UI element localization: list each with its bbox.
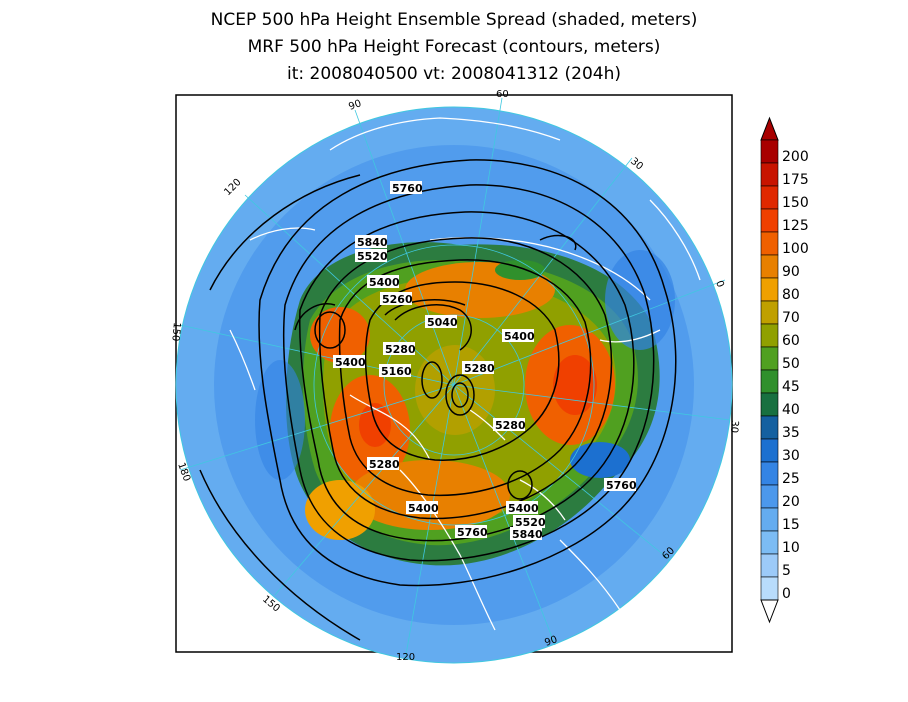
contour-label: 5260 [380, 292, 413, 306]
colorbar-label: 25 [782, 471, 800, 487]
lon-label: 120 [396, 652, 415, 663]
title-line-3: it: 2008040500 vt: 2008041312 (204h) [287, 64, 621, 84]
svg-text:5760: 5760 [606, 479, 637, 492]
svg-text:5260: 5260 [382, 293, 413, 306]
colorbar-swatch [760, 461, 779, 486]
colorbar-label: 200 [782, 149, 809, 165]
contour-label: 5760 [390, 181, 423, 195]
contour-label: 5520 [513, 515, 546, 529]
colorbar-swatch [760, 139, 779, 164]
lon-label: 150 [169, 322, 182, 342]
contour-label: 5840 [510, 527, 543, 541]
svg-text:5280: 5280 [464, 362, 495, 375]
contour-label: 5280 [367, 457, 400, 471]
colorbar-swatch [760, 323, 779, 348]
colorbar-swatch [760, 415, 779, 440]
colorbar-label: 10 [782, 540, 800, 556]
colorbar-swatch [760, 300, 779, 325]
contour-label: 5400 [506, 501, 539, 515]
svg-text:5040: 5040 [427, 316, 458, 329]
svg-text:5280: 5280 [495, 419, 526, 432]
colorbar-label: 60 [782, 333, 800, 349]
contour-label: 5280 [383, 342, 416, 356]
lon-label: 30 [728, 420, 740, 434]
colorbar-min-arrow [760, 599, 779, 624]
contour-label: 5280 [493, 418, 526, 432]
colorbar-max-arrow [760, 116, 779, 141]
colorbar-swatch [760, 162, 779, 187]
contour-label: 5400 [406, 501, 439, 515]
colorbar-label: 90 [782, 264, 800, 280]
contour-labels: 5760 5840 5520 5400 5260 5040 5400 5280 … [333, 181, 637, 541]
colorbar-swatch [760, 392, 779, 417]
colorbar-label: 125 [782, 218, 809, 234]
colorbar-swatch [760, 553, 779, 578]
colorbar-swatch [760, 438, 779, 463]
colorbar-swatch [760, 530, 779, 555]
colorbar-label: 50 [782, 356, 800, 372]
svg-text:5840: 5840 [512, 528, 543, 541]
colorbar-swatch [760, 576, 779, 601]
polar-disc-outline [175, 106, 733, 664]
contour-label: 5760 [455, 525, 488, 539]
contour-label: 5840 [355, 235, 388, 249]
contour-label: 5400 [333, 355, 366, 369]
svg-text:5520: 5520 [357, 250, 388, 263]
svg-text:5400: 5400 [369, 276, 400, 289]
svg-text:5160: 5160 [381, 365, 412, 378]
lon-label: 60 [496, 89, 509, 100]
colorbar-swatch [760, 346, 779, 371]
svg-text:5760: 5760 [392, 182, 423, 195]
colorbar-swatch [760, 369, 779, 394]
colorbar-label: 15 [782, 517, 800, 533]
svg-text:5400: 5400 [335, 356, 366, 369]
contour-label: 5400 [367, 275, 400, 289]
title-line-1: NCEP 500 hPa Height Ensemble Spread (sha… [210, 10, 698, 30]
colorbar-label: 20 [782, 494, 800, 510]
colorbar-label: 70 [782, 310, 800, 326]
lon-label: 90 [543, 634, 559, 649]
height-contours [199, 159, 677, 641]
colorbar-swatch [760, 507, 779, 532]
colorbar-swatch [760, 208, 779, 233]
colorbar-swatch [760, 231, 779, 256]
svg-text:5400: 5400 [508, 502, 539, 515]
colorbar-swatch [760, 254, 779, 279]
lon-label: 90 [347, 98, 363, 113]
colorbar-label: 45 [782, 379, 800, 395]
colorbar-label: 150 [782, 195, 809, 211]
contour-label: 5520 [355, 249, 388, 263]
colorbar-label: 30 [782, 448, 800, 464]
contour-label: 5160 [379, 364, 412, 378]
colorbar-label: 0 [782, 586, 791, 602]
colorbar-swatch [760, 484, 779, 509]
colorbar-label: 35 [782, 425, 800, 441]
contour-label: 5040 [425, 315, 458, 329]
colorbar-label: 40 [782, 402, 800, 418]
svg-text:5400: 5400 [408, 502, 439, 515]
contour-label: 5760 [604, 478, 637, 492]
colorbar-label: 100 [782, 241, 809, 257]
lon-label: 120 [222, 177, 243, 198]
svg-text:5520: 5520 [515, 516, 546, 529]
svg-text:5280: 5280 [385, 343, 416, 356]
colorbar-swatch [760, 277, 779, 302]
lon-label: 0 [713, 279, 726, 289]
colorbar-label: 5 [782, 563, 791, 579]
contour-label: 5280 [462, 361, 495, 375]
colorbar-label: 175 [782, 172, 809, 188]
title-line-2: MRF 500 hPa Height Forecast (contours, m… [247, 37, 661, 57]
svg-text:5840: 5840 [357, 236, 388, 249]
colorbar-swatch [760, 185, 779, 210]
svg-text:5760: 5760 [457, 526, 488, 539]
colorbar-label: 80 [782, 287, 800, 303]
svg-text:5400: 5400 [504, 330, 535, 343]
colorbar: 2001751501251009080706050454035302520151… [760, 116, 809, 624]
contour-label: 5400 [502, 329, 535, 343]
svg-text:5280: 5280 [369, 458, 400, 471]
